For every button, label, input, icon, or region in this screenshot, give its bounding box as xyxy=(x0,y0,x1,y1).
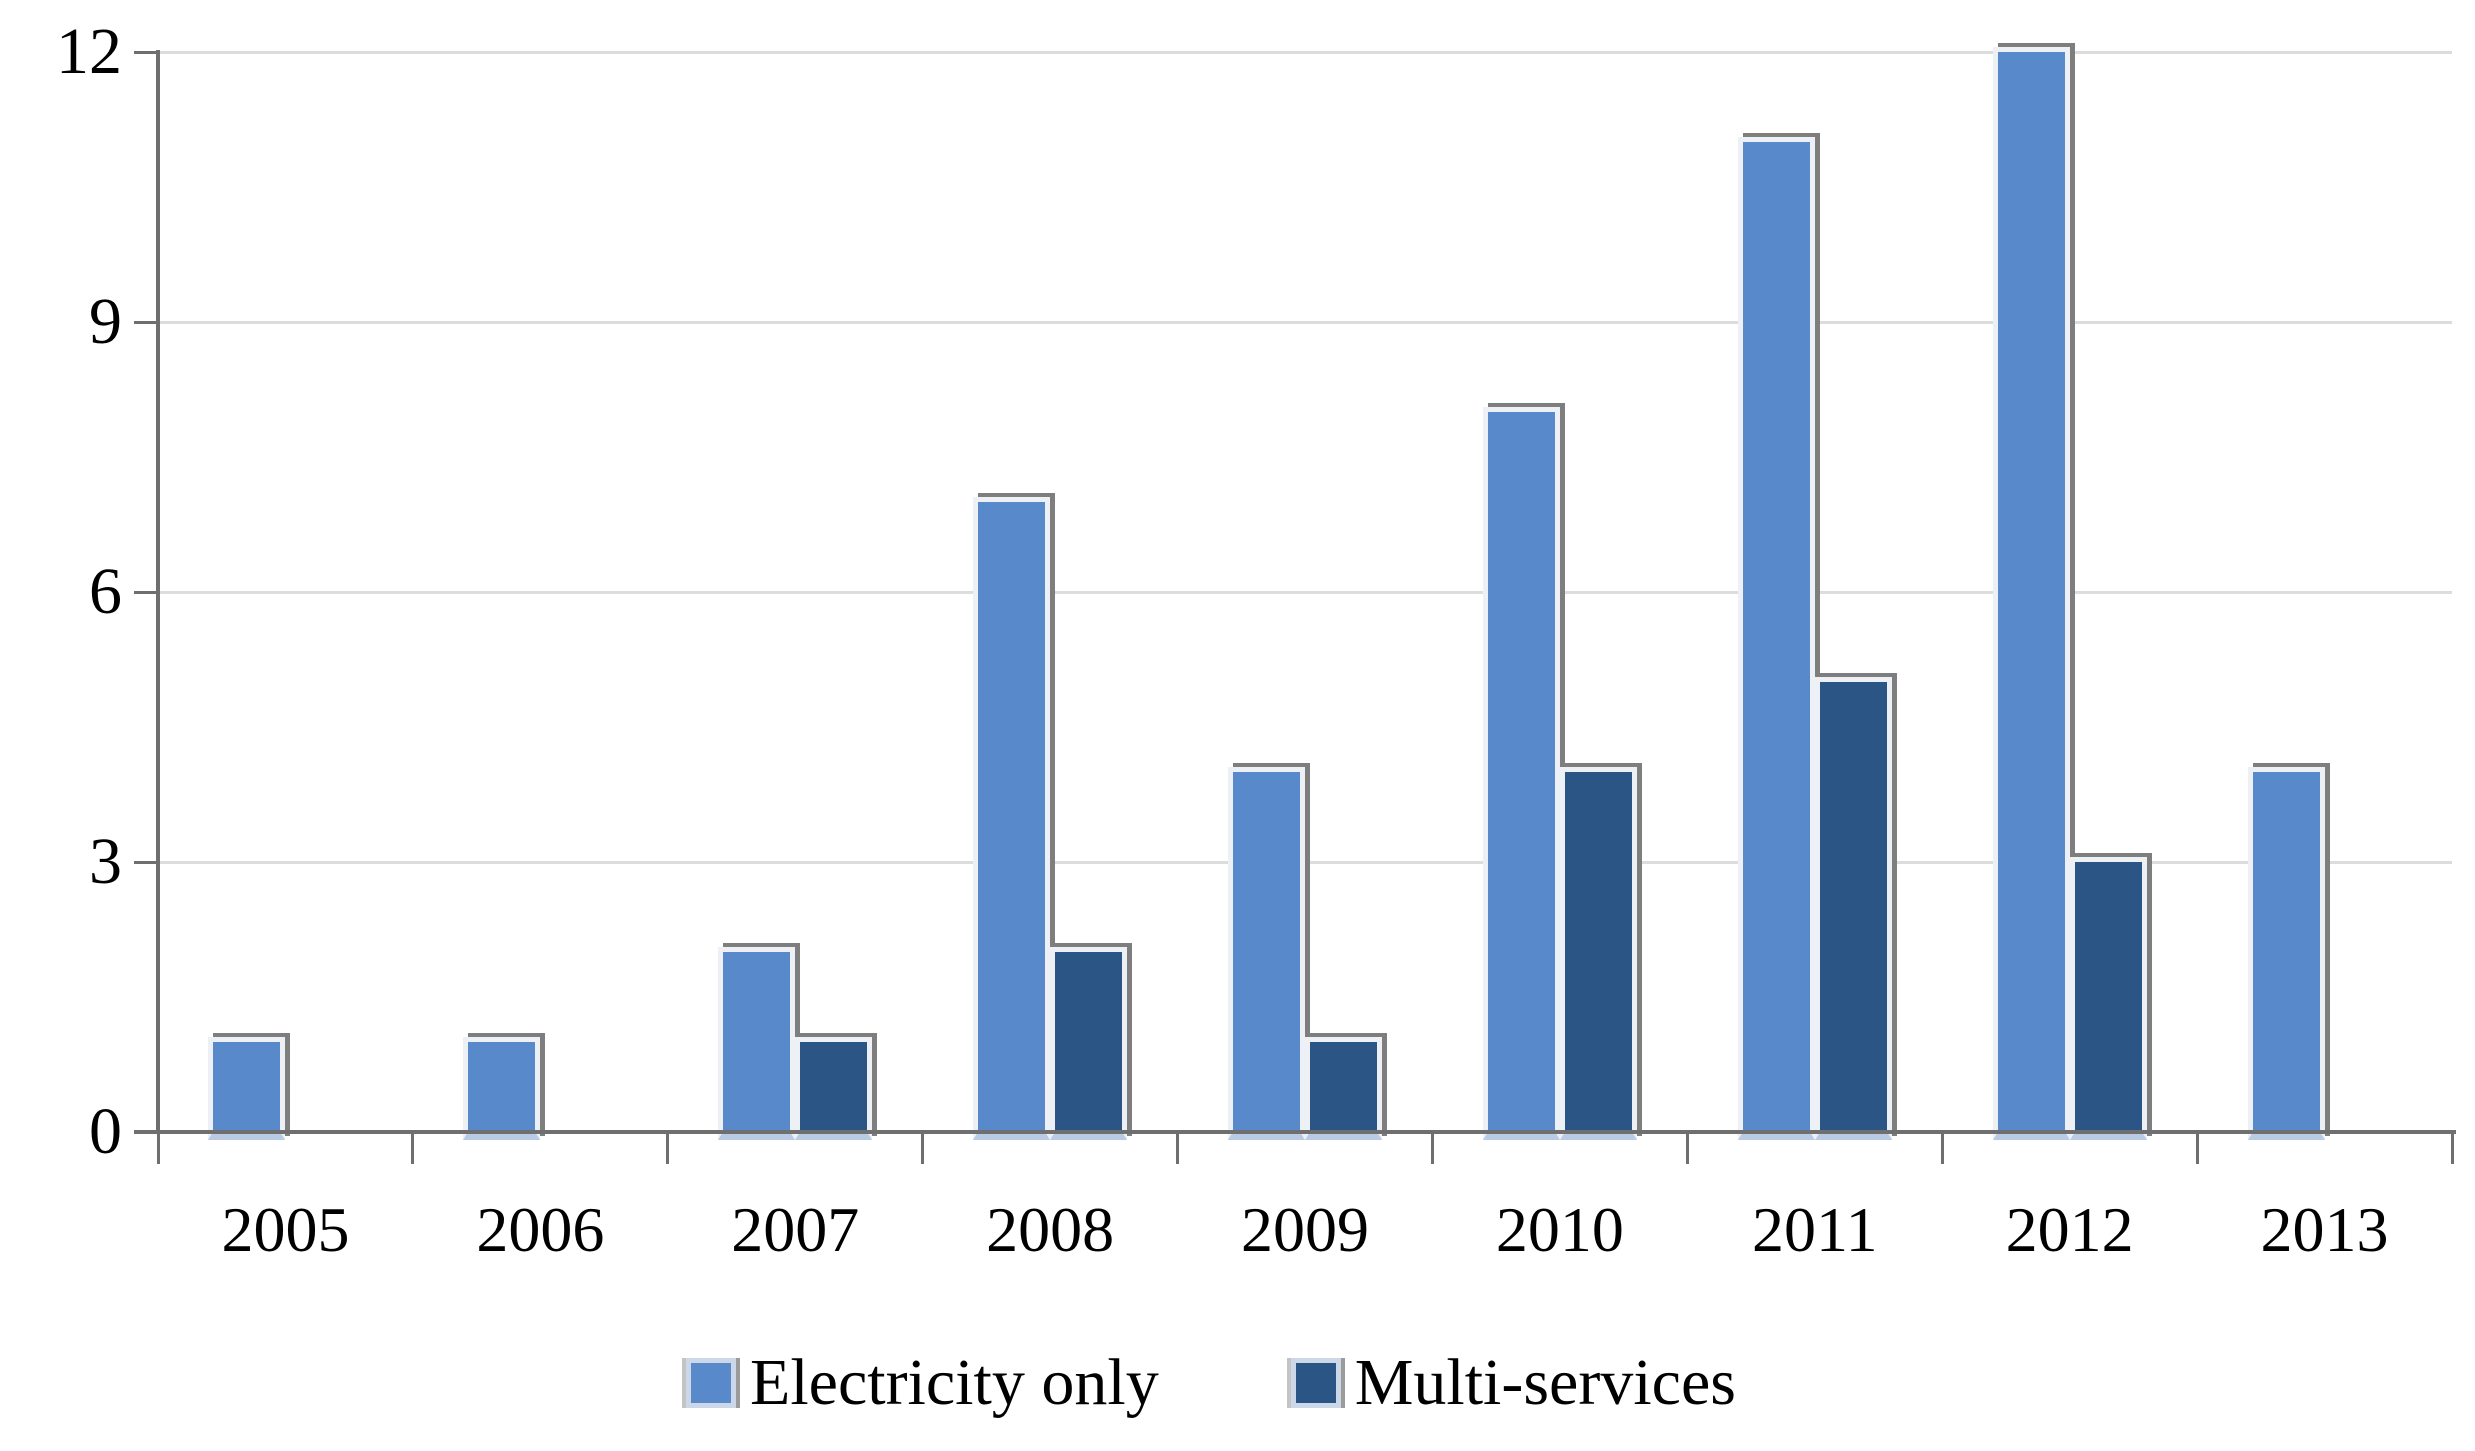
x-tick-8 xyxy=(2195,1134,2199,1164)
x-tick-label-2005: 2005 xyxy=(221,1194,350,1265)
x-tick-label-2012: 2012 xyxy=(2005,1194,2134,1265)
gridline-y-12 xyxy=(158,50,2452,54)
legend-swatch-electricity-only-icon xyxy=(686,1358,736,1408)
x-tick-7 xyxy=(1940,1134,1944,1164)
x-tick-label-2006: 2006 xyxy=(476,1194,605,1265)
x-tick-label-2007: 2007 xyxy=(731,1194,860,1265)
y-tick-label-0: 0 xyxy=(89,1095,122,1168)
x-axis-line xyxy=(134,1130,2456,1134)
legend-item-multi-services: Multi-services xyxy=(1290,1346,1736,1419)
bar-electricity-only-2007 xyxy=(718,947,796,1140)
bar-multi-services-2010 xyxy=(1559,767,1637,1140)
bar-multi-services-2008 xyxy=(1050,947,1128,1140)
bar-electricity-only-2008 xyxy=(973,497,1051,1140)
x-tick-3 xyxy=(921,1134,925,1164)
y-tick-6 xyxy=(134,590,158,594)
bar-electricity-only-2012 xyxy=(1992,47,2070,1140)
x-tick-1 xyxy=(411,1134,415,1164)
bar-electricity-only-2013 xyxy=(2247,767,2325,1140)
x-tick-label-2008: 2008 xyxy=(986,1194,1115,1265)
x-tick-label-2013: 2013 xyxy=(2260,1194,2389,1265)
x-tick-0 xyxy=(156,1134,160,1164)
gridline-y-6 xyxy=(158,590,2452,594)
y-tick-label-6: 6 xyxy=(89,555,122,628)
x-tick-4 xyxy=(1176,1134,1180,1164)
y-tick-label-9: 9 xyxy=(89,285,122,358)
plot-area xyxy=(158,47,2452,1140)
legend: Electricity only Multi-services xyxy=(686,1350,1736,1416)
y-tick-12 xyxy=(134,50,158,54)
bar-multi-services-2009 xyxy=(1305,1037,1382,1140)
bar-electricity-only-2006 xyxy=(463,1037,541,1140)
legend-item-electricity-only: Electricity only xyxy=(686,1350,1159,1416)
bar-electricity-only-2011 xyxy=(1737,137,1815,1140)
gridline-y-3 xyxy=(158,860,2452,864)
gridline-y-9 xyxy=(158,320,2452,324)
y-tick-label-12: 12 xyxy=(56,15,122,88)
bar-electricity-only-2010 xyxy=(1482,407,1560,1140)
x-tick-9 xyxy=(2450,1134,2454,1164)
bar-multi-services-2007 xyxy=(795,1037,873,1140)
x-tick-label-2010: 2010 xyxy=(1495,1194,1624,1265)
x-tick-5 xyxy=(1430,1134,1434,1164)
x-tick-label-2009: 2009 xyxy=(1241,1194,1369,1265)
x-tick-label-2011: 2011 xyxy=(1751,1194,1878,1265)
legend-label-multi-services: Multi-services xyxy=(1354,1346,1736,1419)
x-tick-2 xyxy=(666,1134,670,1164)
y-axis-line xyxy=(156,50,160,1134)
bar-multi-services-2012 xyxy=(2069,857,2147,1140)
y-tick-9 xyxy=(134,320,158,324)
bar-electricity-only-2009 xyxy=(1228,767,1305,1140)
legend-swatch-multi-services-icon xyxy=(1290,1358,1341,1408)
legend-label-electricity-only: Electricity only xyxy=(750,1346,1159,1419)
bar-multi-services-2011 xyxy=(1814,677,1892,1140)
y-tick-3 xyxy=(134,860,158,864)
bar-electricity-only-2005 xyxy=(208,1037,286,1140)
x-tick-6 xyxy=(1685,1134,1689,1164)
y-tick-label-3: 3 xyxy=(89,825,122,898)
